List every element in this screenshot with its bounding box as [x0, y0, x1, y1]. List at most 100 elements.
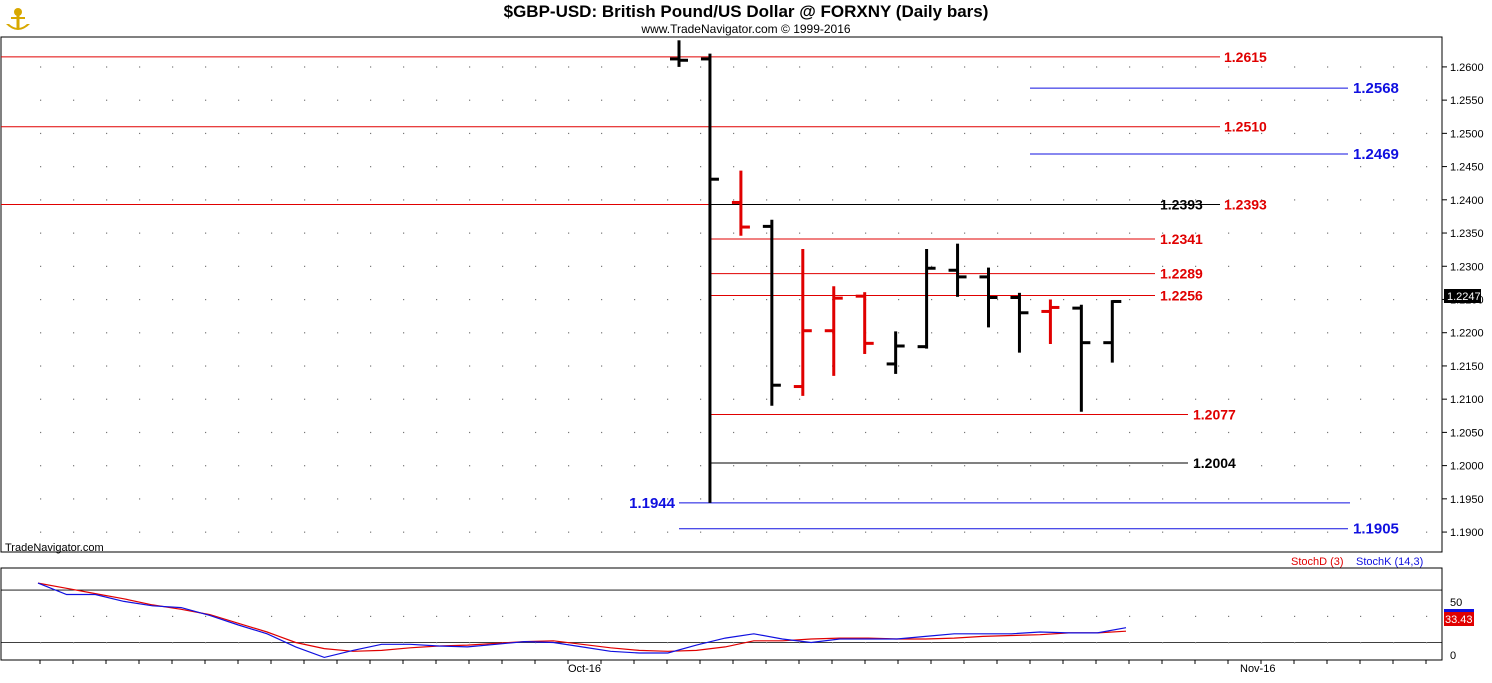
grid-dot [370, 298, 372, 301]
grid-dot [106, 199, 108, 201]
grid-dot [601, 99, 603, 101]
grid-dot [1129, 465, 1131, 467]
grid-dot [1195, 498, 1197, 500]
legend-stochk: StochK (14,3) [1356, 556, 1423, 568]
level-lines: 1.2615 1.2510 1.2393 1.2393 1.2341 1.2289 1.22… [1, 49, 1399, 538]
grid-dot [535, 298, 537, 301]
grid-dot [1360, 465, 1362, 467]
grid-dot [601, 232, 603, 234]
grid-dot [238, 498, 240, 500]
grid-dot [139, 498, 141, 500]
grid-dot [205, 66, 207, 68]
grid-dot [1162, 298, 1164, 301]
grid-dot [1129, 431, 1131, 434]
grid-dot [403, 465, 405, 467]
grid-dot [997, 365, 999, 367]
last-price-label: 1.2247 [1447, 291, 1481, 303]
grid-dot [667, 199, 669, 201]
stoch-grid-dot [502, 615, 504, 617]
grid-dot [1393, 531, 1395, 533]
grid-dot [1228, 99, 1230, 101]
grid-dot [1360, 199, 1362, 201]
grid-dot [1129, 199, 1131, 201]
grid-dot [832, 66, 834, 68]
grid-dot [40, 99, 42, 101]
stoch-grid-dot [997, 642, 999, 644]
grid-dot [931, 66, 933, 68]
grid-dot [304, 265, 306, 267]
level-label: 1.2077 [1193, 406, 1236, 422]
grid-dot [1228, 365, 1230, 367]
grid-dot [997, 199, 999, 201]
grid-dot [1261, 365, 1263, 367]
grid-dot [403, 199, 405, 201]
grid-dot [502, 365, 504, 367]
grid-dot [1063, 99, 1065, 101]
grid-dot [568, 465, 570, 467]
grid-dot [469, 265, 471, 267]
grid-dot [304, 232, 306, 234]
stoch-grid-dot [205, 615, 207, 617]
grid-dot [1063, 66, 1065, 68]
grid-dot [304, 99, 306, 101]
grid-dot [436, 232, 438, 234]
grid-dot [997, 298, 999, 301]
grid-dot [271, 498, 273, 500]
grid-dot [667, 398, 669, 400]
grid-dot [172, 298, 174, 301]
grid-dot [1195, 166, 1197, 168]
grid-dot [1195, 298, 1197, 301]
grid-dot [733, 332, 735, 334]
grid-dot [205, 398, 207, 400]
level-label: 1.2004 [1193, 455, 1236, 471]
grid-dot [1393, 132, 1395, 135]
grid-dot [172, 199, 174, 201]
grid-dot [700, 132, 702, 135]
grid-dot [1030, 166, 1032, 168]
grid-dot [337, 99, 339, 101]
grid-dot [865, 199, 867, 201]
grid-dot [1162, 232, 1164, 234]
grid-dot [1096, 66, 1098, 68]
grid-dot [1063, 166, 1065, 168]
stoch-grid-dot [469, 642, 471, 644]
grid-dot [733, 166, 735, 168]
grid-dot [898, 465, 900, 467]
grid-dot [1195, 265, 1197, 267]
grid-dot [766, 199, 768, 201]
grid-dot [139, 298, 141, 301]
grid-dot [1327, 66, 1329, 68]
ohlc-bar [731, 170, 750, 236]
grid-dot [1096, 199, 1098, 201]
grid-dot [700, 232, 702, 234]
ohlc-bar [670, 40, 688, 67]
grid-dot [634, 166, 636, 168]
grid-dot [1228, 398, 1230, 400]
grid-dot [1360, 99, 1362, 101]
grid-dot [139, 232, 141, 234]
grid-dots [40, 66, 1428, 533]
grid-dot [73, 232, 75, 234]
grid-dot [832, 465, 834, 467]
grid-dot [40, 232, 42, 234]
grid-dot [40, 166, 42, 168]
grid-dot [1096, 465, 1098, 467]
grid-dot [304, 431, 306, 434]
stoch-grid-dot [205, 642, 207, 644]
grid-dot [865, 498, 867, 500]
grid-dot [1195, 232, 1197, 234]
ohlc-bars [670, 40, 1122, 503]
grid-dot [832, 99, 834, 101]
stoch-grid-dot [535, 642, 537, 644]
stoch-grid-dot [832, 642, 834, 644]
grid-dot [1426, 398, 1428, 400]
y-tick-label: 1.2300 [1450, 261, 1484, 273]
grid-dot [832, 199, 834, 201]
grid-dot [1228, 232, 1230, 234]
grid-dot [667, 265, 669, 267]
grid-dot [667, 298, 669, 301]
grid-dot [403, 431, 405, 434]
grid-dot [271, 365, 273, 367]
grid-dot [997, 531, 999, 533]
grid-dot [304, 132, 306, 135]
